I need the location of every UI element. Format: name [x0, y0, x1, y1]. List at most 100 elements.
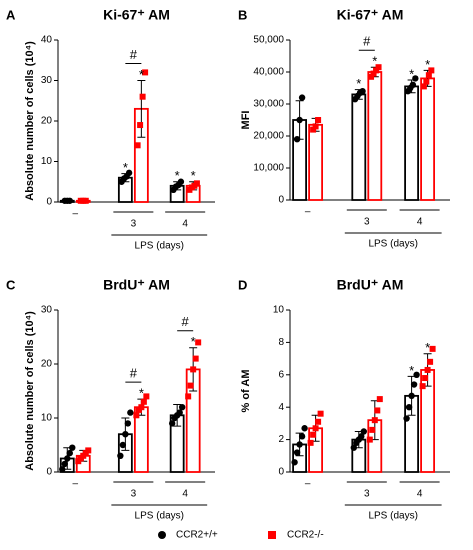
- data-point: [413, 371, 420, 378]
- data-point: [140, 398, 147, 405]
- data-point: [187, 382, 194, 389]
- data-point: [177, 178, 185, 185]
- data-point: [368, 73, 375, 80]
- data-point: [420, 83, 427, 90]
- y-axis-label: MFI: [240, 111, 252, 130]
- data-point: [291, 459, 298, 466]
- y-tick-label: 30: [41, 305, 53, 316]
- x-tick-label: 4: [182, 219, 188, 230]
- data-point: [82, 197, 89, 204]
- x-axis-label: LPS (days): [368, 239, 417, 250]
- y-tick-label: 2: [278, 434, 284, 445]
- data-point: [143, 393, 150, 400]
- y-tick-label: 50,000: [253, 35, 284, 46]
- x-tick-label: –: [72, 209, 78, 220]
- data-point: [373, 67, 380, 74]
- data-point: [296, 116, 303, 124]
- data-point: [127, 409, 134, 416]
- data-point: [429, 345, 436, 352]
- y-tick-label: 40,000: [253, 67, 284, 78]
- data-point: [307, 439, 314, 446]
- data-point: [410, 381, 418, 388]
- data-point: [375, 64, 382, 71]
- bar: [420, 77, 436, 201]
- y-tick-label: 4: [278, 402, 284, 413]
- data-point: [185, 393, 192, 400]
- y-tick-label: 20,000: [253, 131, 284, 142]
- data-point: [85, 447, 92, 454]
- y-tick-label: 10: [41, 156, 53, 167]
- data-point: [424, 366, 431, 373]
- data-point: [403, 415, 410, 422]
- chart-title: Ki-67⁺ AM: [103, 7, 170, 23]
- hash-label: #: [130, 47, 138, 62]
- x-tick-label: 3: [364, 217, 370, 228]
- panel-label: C: [6, 277, 16, 292]
- data-point: [371, 417, 378, 424]
- x-axis-label: LPS (days): [368, 511, 417, 522]
- data-point: [310, 126, 317, 133]
- data-point: [193, 180, 200, 187]
- data-point: [370, 70, 377, 77]
- chart-title: Ki-67⁺ AM: [337, 7, 404, 23]
- y-tick-label: 30: [41, 75, 53, 86]
- data-point: [296, 441, 303, 448]
- data-point: [125, 169, 133, 177]
- data-point: [298, 94, 306, 101]
- data-point: [317, 410, 324, 417]
- x-tick-label: 4: [417, 489, 423, 500]
- data-point: [298, 433, 306, 440]
- x-tick-label: –: [305, 207, 311, 218]
- y-axis-label: Absolute number of cells (10⁴): [24, 311, 36, 471]
- significance-star: *: [191, 334, 196, 349]
- y-tick-label: 8: [278, 337, 284, 348]
- data-point: [409, 81, 417, 89]
- data-point: [64, 455, 71, 462]
- hash-label: #: [363, 34, 371, 49]
- y-tick-label: 30,000: [253, 99, 284, 110]
- data-point: [119, 441, 127, 449]
- data-point: [369, 426, 376, 433]
- data-point: [59, 466, 66, 473]
- data-point: [66, 449, 73, 457]
- x-tick-label: 4: [182, 489, 188, 500]
- data-point: [168, 420, 176, 427]
- data-point: [124, 420, 132, 427]
- legend-label: CCR2+/+: [176, 530, 218, 541]
- data-point: [178, 404, 186, 411]
- data-point: [122, 431, 129, 438]
- y-tick-label: 10,000: [253, 163, 284, 174]
- data-point: [133, 412, 140, 419]
- significance-star: *: [409, 363, 414, 378]
- data-point: [422, 375, 429, 382]
- data-point: [425, 72, 432, 79]
- bar: [367, 71, 383, 201]
- y-tick-label: 6: [278, 369, 284, 380]
- data-point: [359, 88, 366, 95]
- significance-star: *: [425, 340, 430, 355]
- significance-star: *: [425, 57, 430, 72]
- panel-label: A: [6, 7, 16, 22]
- x-tick-label: 3: [131, 219, 137, 230]
- x-axis-label: LPS (days): [135, 241, 184, 252]
- data-point: [190, 366, 197, 373]
- x-tick-label: 3: [131, 489, 137, 500]
- significance-star: *: [191, 168, 196, 183]
- x-axis-label: LPS (days): [135, 511, 184, 522]
- x-tick-label: –: [305, 479, 311, 490]
- data-point: [315, 117, 322, 123]
- data-point: [61, 460, 68, 468]
- significance-star: *: [372, 54, 377, 69]
- y-tick-label: 0: [278, 195, 284, 206]
- data-point: [419, 383, 426, 390]
- data-point: [137, 122, 144, 129]
- data-point: [312, 425, 319, 432]
- data-point: [374, 407, 381, 414]
- y-tick-label: 10: [273, 305, 285, 316]
- y-axis-label: Absolute number of cells (10⁴): [24, 41, 36, 201]
- significance-star: *: [356, 76, 361, 91]
- data-point: [134, 142, 141, 149]
- x-tick-label: 4: [417, 217, 423, 228]
- data-point: [293, 136, 301, 143]
